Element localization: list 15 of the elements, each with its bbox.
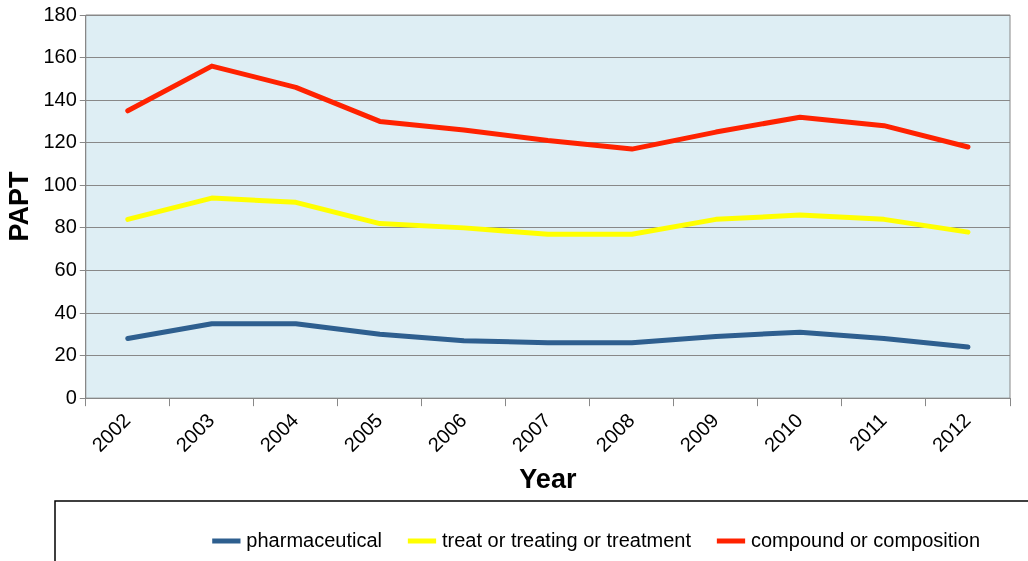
x-axis-title: Year (519, 464, 577, 495)
y-tick-label: 160 (43, 45, 77, 68)
y-tick-label: 100 (43, 172, 77, 195)
y-tick-label: 20 (54, 343, 77, 366)
y-tick-label: 80 (54, 215, 77, 238)
y-tick-label: 120 (43, 130, 77, 153)
y-tick-label: 180 (43, 2, 77, 25)
legend-label: pharmaceutical (246, 528, 382, 551)
y-tick-label: 0 (65, 385, 77, 408)
legend-label: treat or treating or treatment (441, 528, 692, 551)
y-tick-label: 60 (54, 257, 77, 280)
y-tick-label: 140 (43, 87, 77, 110)
y-axis-title: PAPT (3, 171, 34, 242)
y-tick-label: 40 (54, 300, 77, 323)
legend-label: compound or composition (750, 528, 980, 551)
